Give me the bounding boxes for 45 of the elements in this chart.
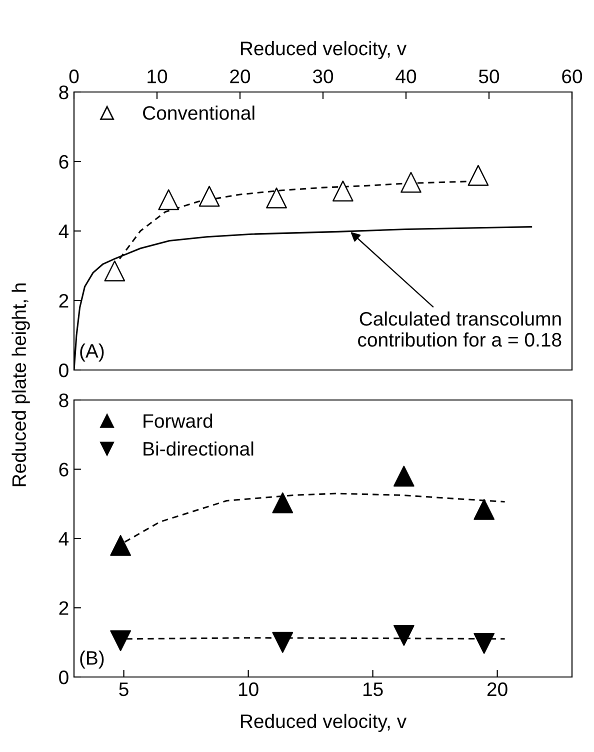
point [104,260,126,282]
x-tick-label: 15 [363,682,383,696]
x-tick-label: 20 [487,682,508,696]
annotation: (A) [80,344,104,362]
point [332,180,354,202]
x-tick-label: 20 [230,70,250,84]
legend-label: Bi-directional [144,441,254,456]
annotation: (B) [80,650,104,669]
x-axis-title: Reduced velocity, v [241,41,407,60]
point [110,630,132,652]
x-axis-title: Reduced velocity, v [241,714,407,732]
y-tick-label: 2 [59,601,68,615]
x-tick-label: 60 [562,70,582,84]
point [474,498,495,520]
x-tick-label: 40 [396,70,416,84]
y-tick-label: 6 [59,154,68,169]
point [468,164,489,186]
x-tick-label: 0 [69,70,79,84]
point [158,189,180,210]
point [272,632,294,653]
point [266,188,287,208]
x-tick-label: 10 [238,682,258,696]
annotation: Calculated transcolumn contribution for a = 0.18 [358,311,562,347]
point [474,632,495,654]
y-tick-label: 0 [59,670,68,684]
point [393,466,414,487]
y-tick-label: 0 [59,363,68,378]
point [198,186,220,207]
x-tick-label: 30 [312,70,334,84]
point [110,534,132,556]
y-tick-label: 6 [59,462,68,476]
point [272,492,294,514]
y-tick-label: 4 [58,532,69,546]
point [393,625,414,646]
y-tick-label: 4 [58,224,69,238]
legend-label: Forward [144,414,212,428]
x-tick-label: 5 [119,682,128,696]
x-tick-label: 50 [478,70,500,84]
x-tick-label: 10 [148,70,168,84]
y-tick-label: 8 [59,85,68,100]
y-tick-label: 2 [59,294,68,308]
y-tick-label: 8 [59,393,68,408]
point [400,172,422,193]
y-axis-title: Reduced plate height, h [12,284,30,486]
legend-label: Conventional [143,106,254,120]
